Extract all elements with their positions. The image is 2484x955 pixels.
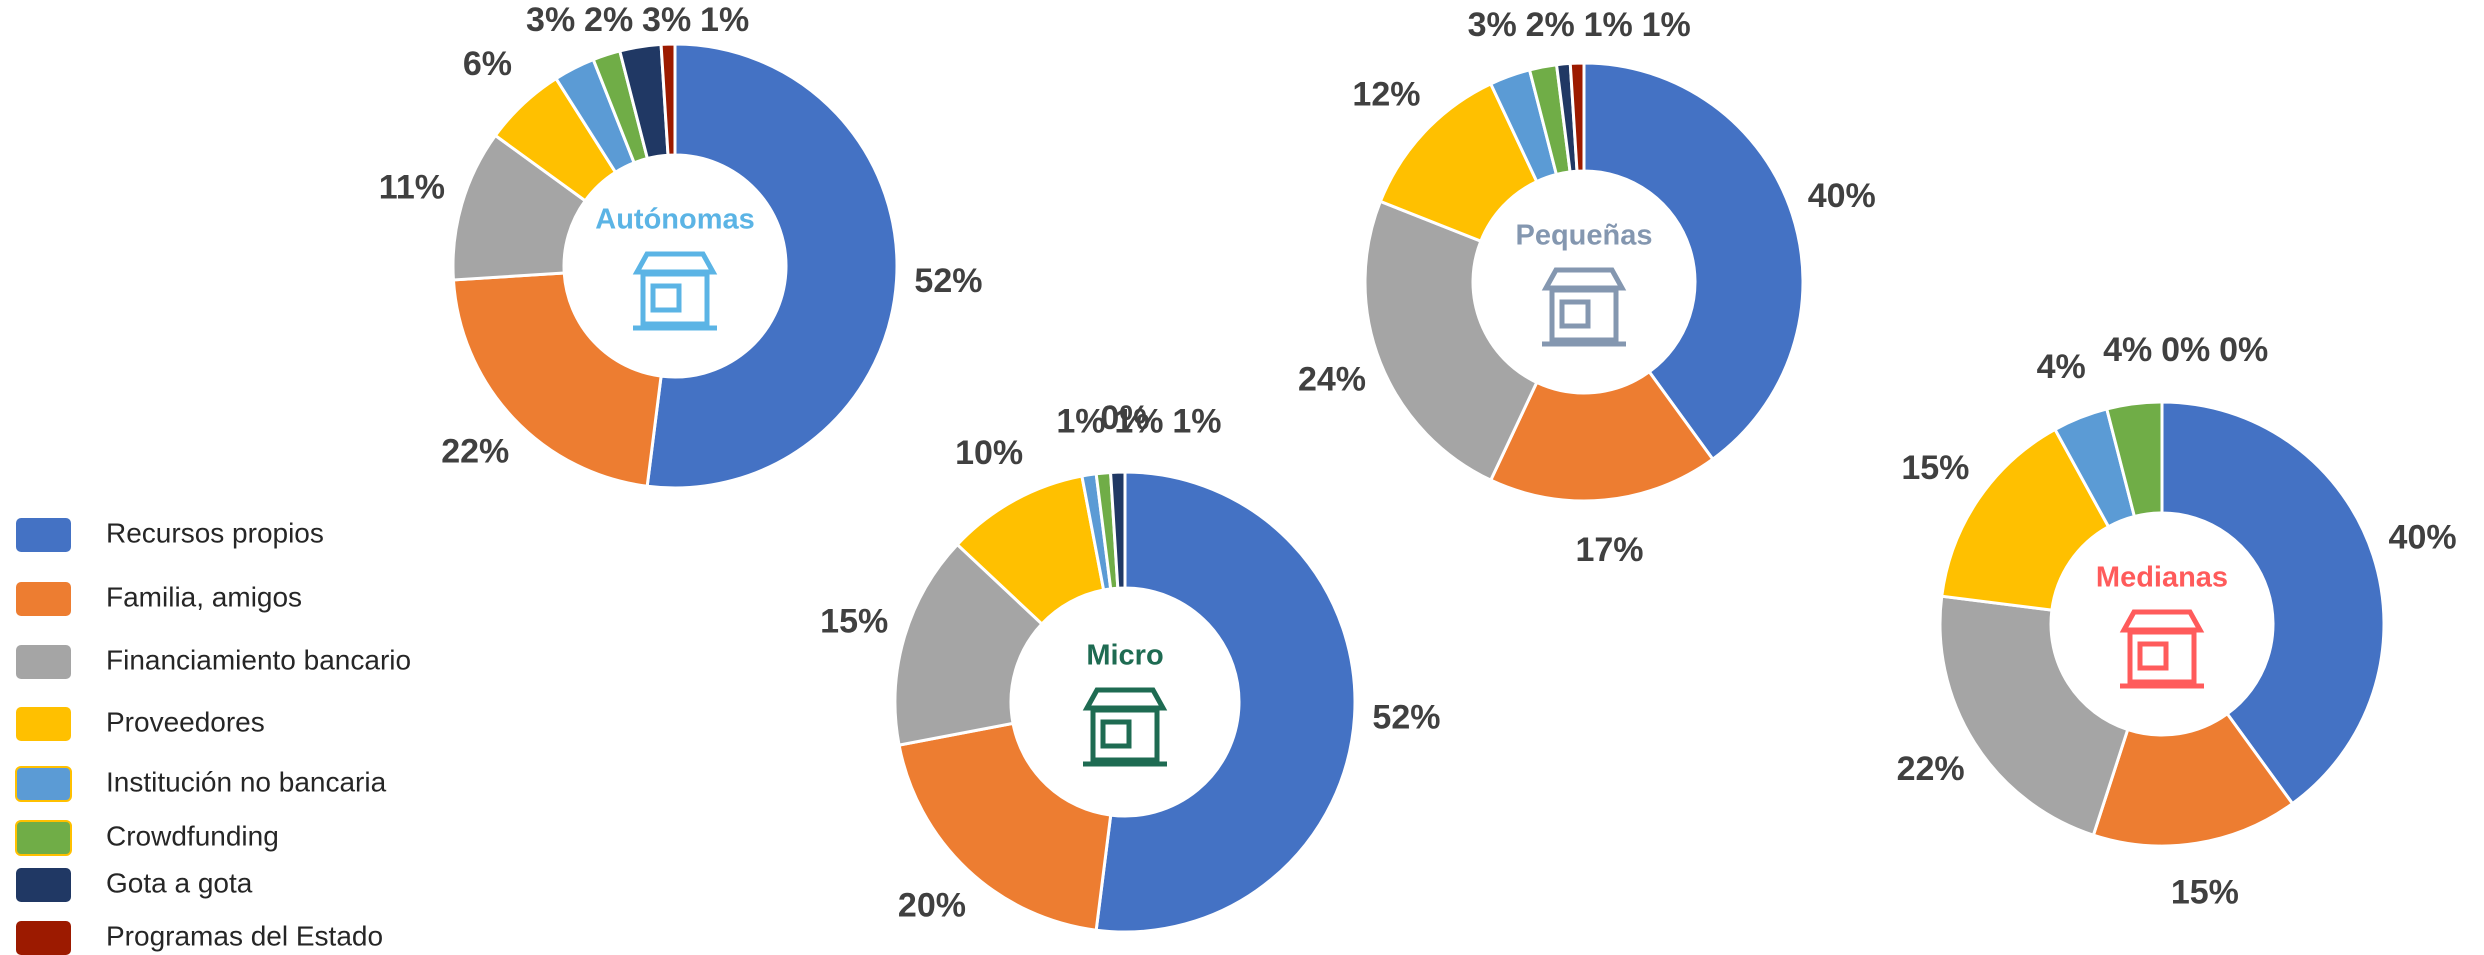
pie-slice xyxy=(2104,400,2164,519)
data-label: 6% xyxy=(463,45,512,83)
center-title: Pequeñas xyxy=(1516,220,1653,252)
pie-slice xyxy=(1940,427,2111,612)
legend-label: Gota a gota xyxy=(106,867,253,898)
pie-slice xyxy=(1938,594,2130,838)
data-label: 1% xyxy=(1642,6,1691,44)
data-label: 15% xyxy=(820,602,888,640)
data-label: 15% xyxy=(2171,874,2239,912)
data-label: 17% xyxy=(1575,531,1643,569)
icon-body xyxy=(1090,707,1160,763)
legend-swatch xyxy=(16,582,71,616)
pie-slice xyxy=(897,721,1113,932)
data-label: 10% xyxy=(955,434,1023,472)
legend-label: Crowdfunding xyxy=(106,820,279,851)
data-label: 40% xyxy=(1808,177,1876,215)
data-label: 52% xyxy=(914,262,982,300)
icon-awning xyxy=(2119,609,2205,633)
pie-slice xyxy=(659,42,677,157)
data-label: 40% xyxy=(2389,518,2457,556)
data-label: 0% xyxy=(2161,331,2210,369)
icon-body xyxy=(1549,287,1619,343)
legend-swatch xyxy=(16,868,71,902)
legend-swatch xyxy=(15,820,72,856)
icon-awning xyxy=(632,251,718,275)
legend-label: Familia, amigos xyxy=(106,581,302,612)
pie-slice xyxy=(1582,61,1805,462)
pie-slice xyxy=(2160,400,2386,806)
data-label: 0% xyxy=(2219,331,2268,369)
center-title: Autónomas xyxy=(595,204,755,236)
pie-slice xyxy=(893,542,1045,747)
data-label: 22% xyxy=(1897,750,1965,788)
data-label: 11% xyxy=(379,169,445,207)
data-label: 2% xyxy=(584,1,633,39)
data-label: 1% xyxy=(1056,402,1105,440)
data-label: 4% xyxy=(2037,348,2086,386)
data-label: 12% xyxy=(1352,75,1420,113)
legend-label: Recursos propios xyxy=(106,517,324,548)
icon-window xyxy=(2137,641,2169,671)
center-icon xyxy=(632,251,718,331)
data-label: 20% xyxy=(898,887,966,925)
data-label: 24% xyxy=(1298,361,1366,399)
center-icon xyxy=(1082,687,1168,767)
data-label: 4% xyxy=(2103,331,2152,369)
legend-label: Institución no bancaria xyxy=(106,766,387,797)
data-label: 3% xyxy=(642,1,691,39)
pie-slice xyxy=(1568,61,1586,173)
data-label: 52% xyxy=(1372,699,1440,737)
icon-window xyxy=(1100,719,1132,749)
legend-swatch xyxy=(16,707,71,741)
icon-body xyxy=(640,271,710,327)
pie-slice xyxy=(645,42,899,490)
data-label: 1% xyxy=(1584,6,1633,44)
icon-awning xyxy=(1541,267,1627,291)
icon-window xyxy=(1559,299,1591,329)
data-label: 3% xyxy=(526,1,575,39)
center-icon xyxy=(1541,267,1627,347)
legend-label: Proveedores xyxy=(106,706,265,737)
data-label: 15% xyxy=(1901,449,1969,487)
data-label: 1% xyxy=(1114,402,1163,440)
legend-swatch xyxy=(16,645,71,679)
legend-label: Financiamiento bancario xyxy=(106,644,411,675)
center-title: Medianas xyxy=(2096,562,2228,594)
icon-awning xyxy=(1082,687,1168,711)
legend-swatch xyxy=(16,518,71,552)
pie-slice xyxy=(1488,369,1715,503)
data-label: 0% xyxy=(1100,399,1149,437)
data-label: 2% xyxy=(1526,6,1575,44)
data-label: 1% xyxy=(1172,402,1221,440)
data-label: 22% xyxy=(441,433,509,471)
pie-slice xyxy=(1108,470,1127,590)
icon-window xyxy=(650,283,682,313)
data-label: 3% xyxy=(1468,6,1517,44)
legend-label: Programas del Estado xyxy=(106,920,383,951)
center-icon xyxy=(2119,609,2205,689)
icon-body xyxy=(2127,629,2197,685)
data-label: 1% xyxy=(700,1,749,39)
pie-slice xyxy=(1363,199,1539,483)
legend-swatch xyxy=(15,766,72,802)
legend-swatch xyxy=(16,921,71,955)
pie-slice xyxy=(2091,711,2295,848)
pie-slice xyxy=(1094,470,1357,934)
pie-slice xyxy=(451,271,663,488)
center-title: Micro xyxy=(1086,640,1163,672)
